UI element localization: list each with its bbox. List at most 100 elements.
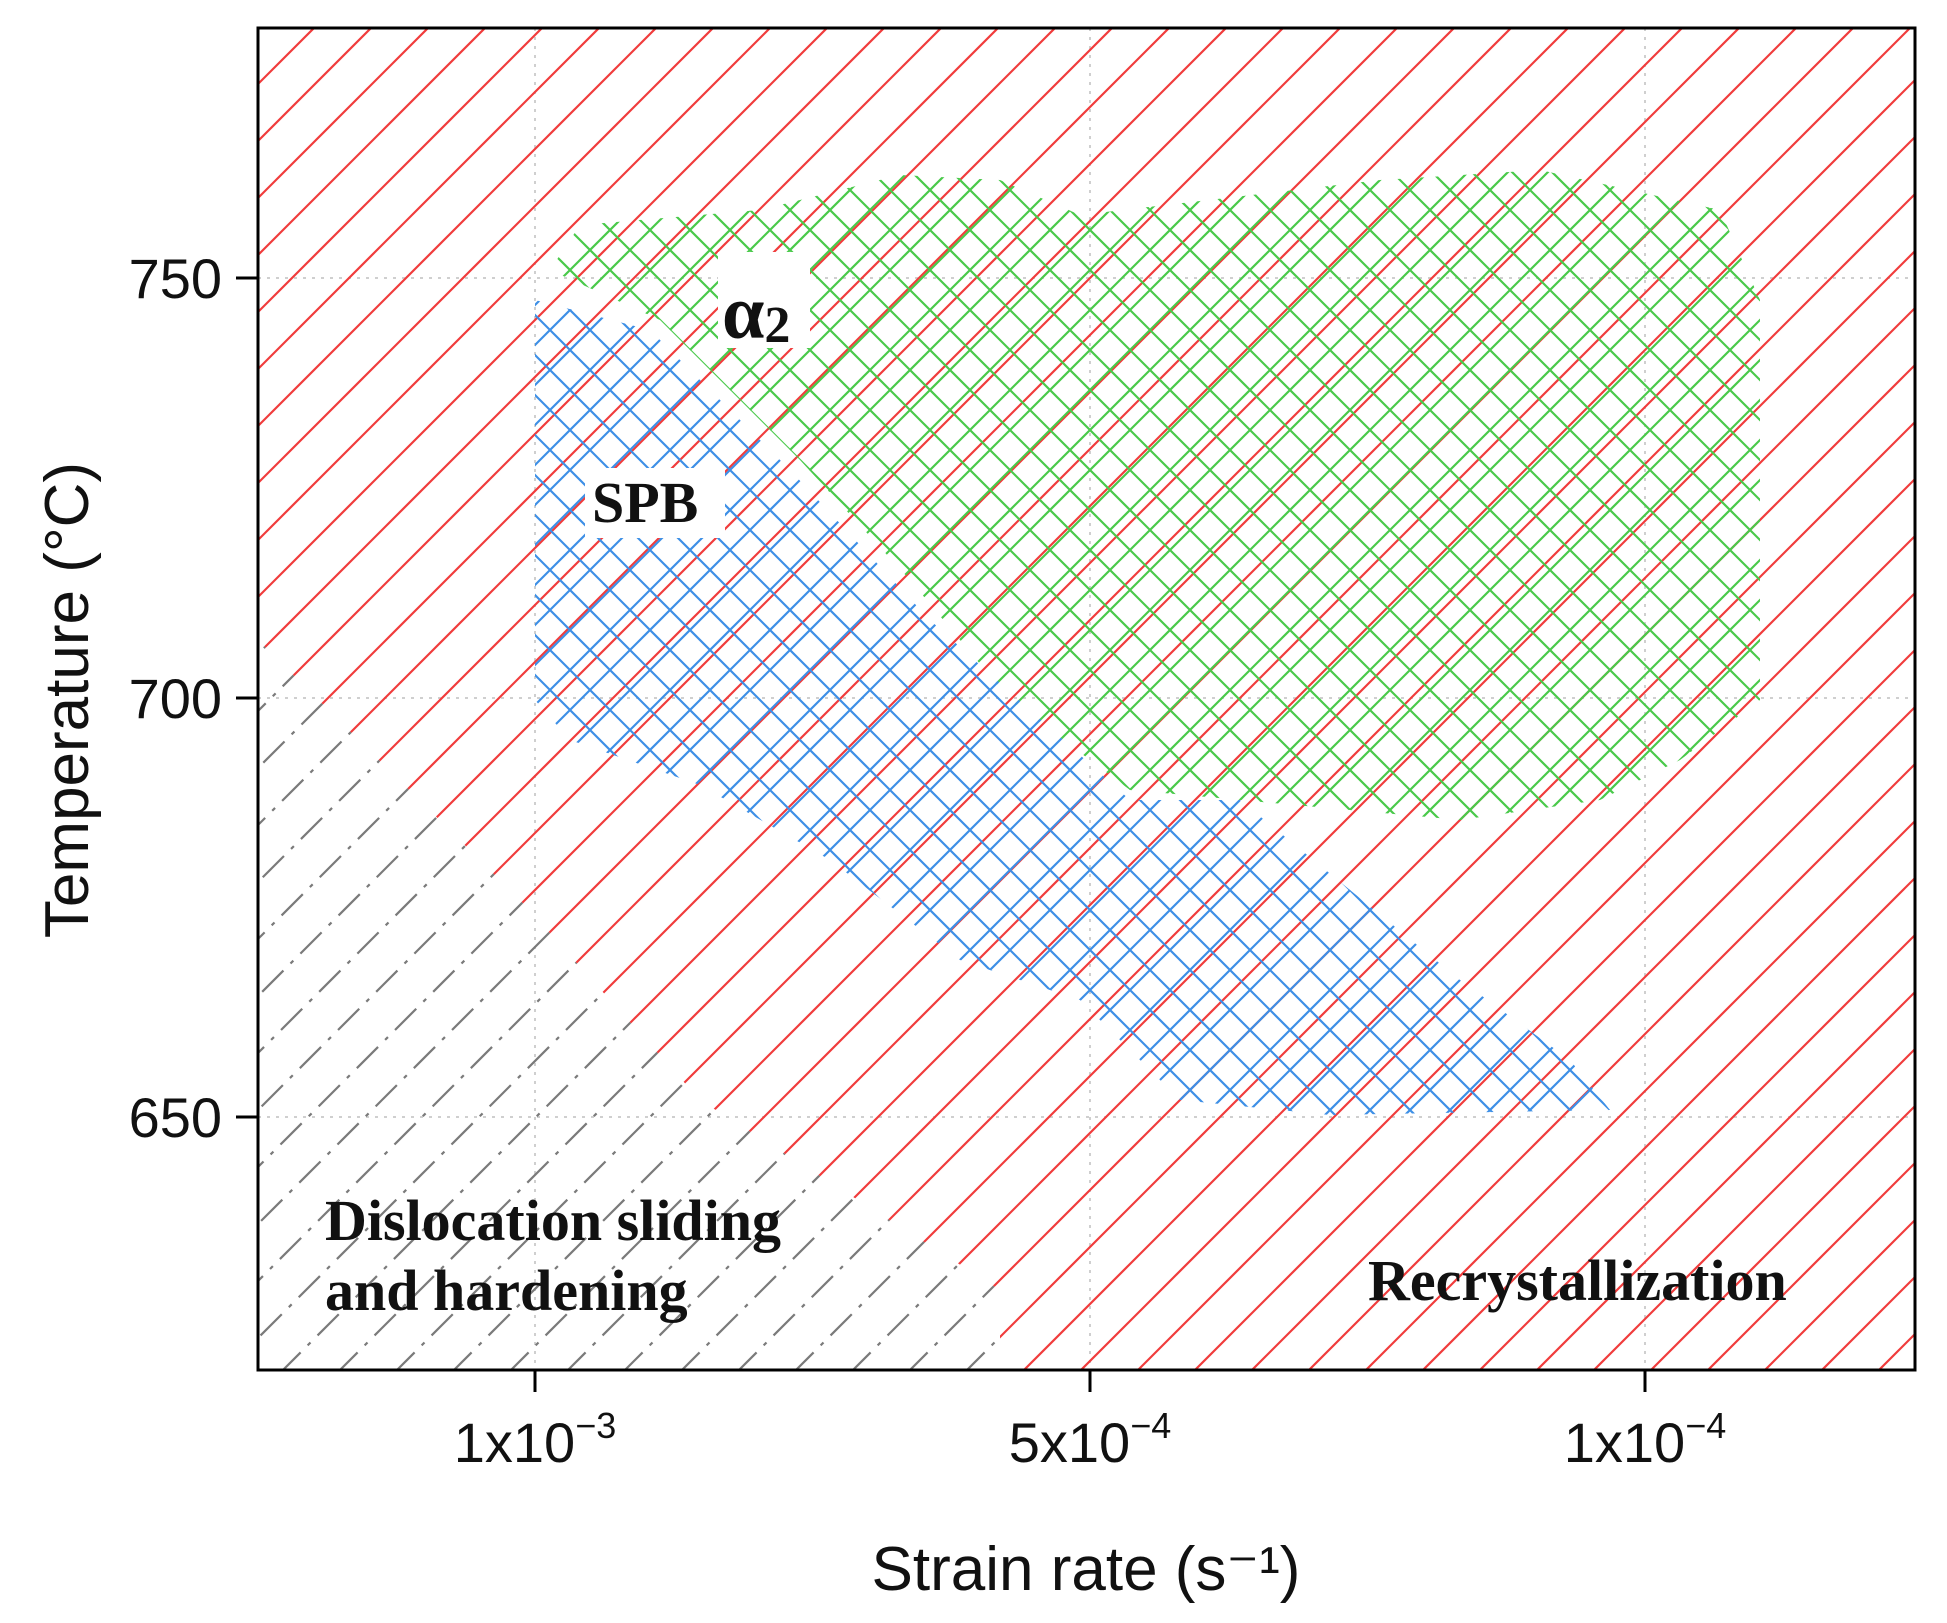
alpha2-hatch-line — [1209, 170, 1760, 820]
alpha2-hatch-line — [550, 170, 1291, 820]
region-dislocation-sliding — [258, 0, 1947, 1450]
alpha2-hatch-line — [689, 170, 1760, 820]
spb-hatch-line — [535, 300, 1311, 1115]
region-spb — [0, 0, 1947, 1450]
spb-hatch-line — [535, 300, 1610, 1115]
spb-hatch-line — [535, 300, 1471, 1115]
spb-hatch-line — [1549, 300, 1610, 1115]
alpha2-hatch-line — [550, 170, 1131, 820]
spb-hatch-line — [1589, 300, 1610, 1115]
alpha2-hatch-line — [869, 170, 1760, 820]
dislocation-hatch-line — [487, 640, 1000, 1370]
alpha2-hatch-line — [1129, 170, 1760, 820]
spb-hatch-line — [729, 300, 1610, 1115]
x-axis-title: Strain rate (s⁻¹) — [872, 1535, 1301, 1604]
alpha2-hatch-line — [550, 170, 1551, 820]
alpha2-hatch-line — [749, 170, 1760, 820]
alpha2-hatch-line — [1049, 170, 1760, 820]
dislocation-hatch-line — [373, 640, 1000, 1370]
spb-hatch-line — [535, 300, 1351, 1115]
recrystallization-label: Recrystallization — [1368, 1248, 1787, 1313]
alpha2-hatch-line — [1749, 170, 1760, 820]
recrystallization-hatch-line — [258, 28, 678, 1370]
alpha-label-bg — [718, 252, 810, 348]
recrystallization-hatch-line — [1570, 28, 1915, 1370]
dislocation-hatch-line — [772, 640, 1000, 1370]
spb-hatch-line — [1309, 300, 1610, 1115]
recrystallization-hatch-line — [258, 28, 1077, 1370]
alpha2-hatch-line — [1810, 0, 1947, 1450]
spb-hatch-line — [535, 300, 1531, 1115]
alpha2-label: α2 — [722, 271, 790, 355]
spb-hatch-line — [535, 300, 1511, 1115]
alpha2-hatch-line — [969, 170, 1760, 820]
alpha2-hatch-line — [629, 170, 1760, 820]
spb-hatch-line — [1509, 300, 1610, 1115]
y-tick-label-700: 700 — [129, 667, 222, 730]
alpha2-hatch-line — [550, 170, 1591, 820]
alpha2-hatch-line — [1589, 170, 1760, 820]
recrystallization-hatch-line — [258, 28, 906, 1370]
recrystallization-hatch-line — [772, 28, 1915, 1370]
recrystallization-hatch-line — [1798, 28, 1915, 1370]
spb-hatch-line — [1690, 0, 1947, 1450]
recrystallization-hatch-line — [258, 28, 735, 1370]
recrystallization-hatch-line — [1057, 28, 1915, 1370]
recrystallization-hatch-line — [1000, 28, 1915, 1370]
spb-hatch-line — [535, 300, 1610, 1115]
spb-hatch-line — [1029, 300, 1610, 1115]
alpha2-hatch-line — [1689, 170, 1760, 820]
alpha2-hatch-line — [609, 170, 1760, 820]
recrystallization-hatch-line — [886, 28, 1915, 1370]
spb-hatch-line — [1529, 300, 1610, 1115]
spb-hatch-line — [1369, 300, 1610, 1115]
spb-hatch-line — [1810, 0, 1947, 1450]
alpha2-hatch-line — [550, 170, 1760, 820]
spb-hatch-line — [1069, 300, 1610, 1115]
dislocation-hatch-line — [1799, 0, 1947, 1450]
x-tick-label-1: 1x10−3 — [454, 1405, 616, 1474]
recrystallization-hatch-line — [1684, 28, 1915, 1370]
alpha2-hatch-line — [550, 170, 1091, 820]
alpha2-hatch-line — [949, 170, 1760, 820]
dislocation-hatch-line — [258, 640, 1000, 1370]
spb-hatch-line — [535, 300, 1491, 1115]
grid — [258, 28, 1915, 1370]
x-tick-label-3-base: 1x10 — [1564, 1411, 1685, 1474]
x-tick-label-2-exp: −4 — [1130, 1405, 1171, 1446]
spb-hatch-line — [535, 300, 1391, 1115]
region-alpha2 — [0, 0, 1947, 1450]
y-axis-title: Temperature (°C) — [33, 462, 102, 938]
spb-hatch-line — [535, 300, 1431, 1115]
recrystallization-hatch-line — [258, 28, 792, 1370]
spb-hatch-line — [0, 0, 30, 1450]
spb-hatch-line — [649, 300, 1610, 1115]
alpha2-hatch-line — [0, 0, 30, 1450]
recrystallization-hatch-line — [258, 28, 1134, 1370]
alpha2-hatch-line — [1549, 170, 1760, 820]
x-tick-label-1-base: 1x10 — [454, 1411, 575, 1474]
spb-hatch-line — [535, 300, 1411, 1115]
spb-hatch-line — [1870, 0, 1947, 1450]
dislocation-hatch-line — [258, 640, 1000, 1370]
alpha2-hatch-line — [550, 170, 1051, 820]
recrystallization-hatch-line — [658, 28, 1915, 1370]
alpha2-hatch-line — [1429, 170, 1760, 820]
alpha2-hatch-line — [550, 170, 1251, 820]
dislocation-hatch-line — [601, 640, 1000, 1370]
dislocation-hatch-line — [258, 640, 1000, 1370]
alpha2-hatch-line — [550, 170, 1760, 820]
recrystallization-hatch-line — [1513, 28, 1915, 1370]
alpha2-hatch-line — [829, 170, 1760, 820]
alpha2-hatch-line — [1509, 170, 1760, 820]
alpha2-hatch-line — [1930, 0, 1947, 1450]
alpha2-hatch-line — [729, 170, 1760, 820]
recrystallization-hatch-line — [1912, 28, 1915, 1370]
spb-hatch-line — [1790, 0, 1947, 1450]
spb-hatch-line — [869, 300, 1610, 1115]
recrystallization-hatch-line — [1456, 28, 1915, 1370]
spb-hatch-line — [535, 300, 1610, 1115]
alpha2-hatch-line — [550, 170, 1171, 820]
recrystallization-hatch-line — [258, 28, 1476, 1370]
alpha2-hatch-line — [1329, 170, 1760, 820]
